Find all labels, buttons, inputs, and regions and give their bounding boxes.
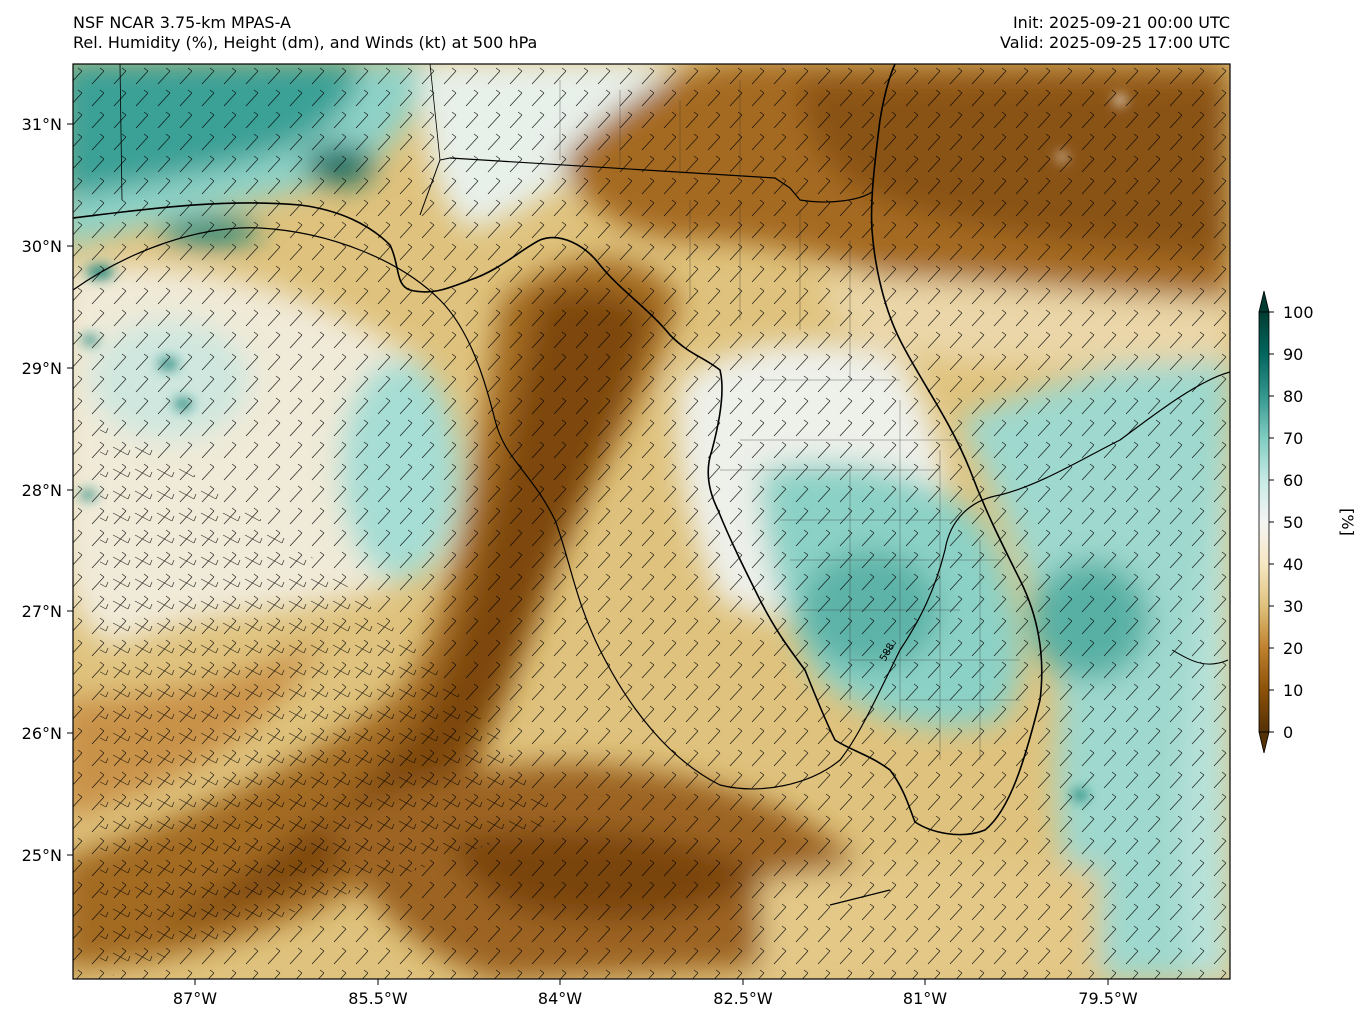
colorbar-tick-label: 80 [1283,387,1303,406]
county-lines [559,80,1020,760]
ga-fl-border [449,157,873,203]
colorbar-tick-label: 30 [1283,597,1303,616]
height-contour-588 [73,227,1230,790]
lon-tick-label: 79.5°W [1078,989,1138,1008]
field-title: Rel. Humidity (%), Height (dm), and Wind… [73,33,538,52]
lat-tick-label: 30°N [22,237,62,256]
colorbar-min-arrow [1258,731,1270,754]
lon-tick-label: 84°W [538,989,582,1008]
lat-tick-label: 26°N [22,724,62,743]
time-info: Init: 2025-09-21 00:00 UTC Valid: 2025-0… [1000,13,1230,53]
colorbar-tick-label: 20 [1283,639,1303,658]
valid-time: Valid: 2025-09-25 17:00 UTC [999,33,1230,52]
keys [829,889,891,906]
lat-tick-label: 31°N [22,115,62,134]
colorbar-tick-label: 90 [1283,345,1303,364]
colorbar-gradient [1258,311,1270,733]
map-title: NSF NCAR 3.75-km MPAS-A Rel. Humidity (%… [73,13,537,53]
colorbar-tick-label: 40 [1283,555,1303,574]
colorbar-tick-label: 50 [1283,513,1303,532]
colorbar-tick-label: 60 [1283,471,1303,490]
lon-tick-label: 82.5°W [713,989,773,1008]
colorbar-tick-label: 70 [1283,429,1303,448]
al-ms-border [119,64,123,201]
lon-tick-label: 87°W [173,989,217,1008]
colorbar-max-arrow [1258,290,1270,313]
colorbar-tick-label: 100 [1283,303,1314,322]
init-time: Init: 2025-09-21 00:00 UTC [1012,13,1230,32]
lon-tick-label: 81°W [903,989,947,1008]
colorbar-tick-label: 0 [1283,723,1293,742]
bahamas [1171,649,1229,665]
lon-tick-label: 85.5°W [348,989,408,1008]
colorbar-unit-label: [%] [1338,508,1357,536]
al-ga-border [429,64,441,161]
lat-tick-label: 28°N [22,481,62,500]
lat-tick-label: 25°N [22,846,62,865]
model-title: NSF NCAR 3.75-km MPAS-A [73,13,291,32]
lat-tick-label: 29°N [22,359,62,378]
wind-barbs [73,64,1230,979]
plot-frame [72,63,1231,980]
colorbar-tick-label: 10 [1283,681,1303,700]
lat-axis: 31°N 30°N 29°N 28°N 27°N 26°N 25°N [22,115,73,865]
gulf-coast [73,64,1043,836]
lat-tick-label: 27°N [22,602,62,621]
colorbar: 0 10 20 30 40 50 60 70 80 90 100 [%] [1258,290,1357,754]
coastlines [73,64,1229,906]
lon-axis: 87°W 85.5°W 84°W 82.5°W 81°W 79.5°W [173,979,1138,1008]
